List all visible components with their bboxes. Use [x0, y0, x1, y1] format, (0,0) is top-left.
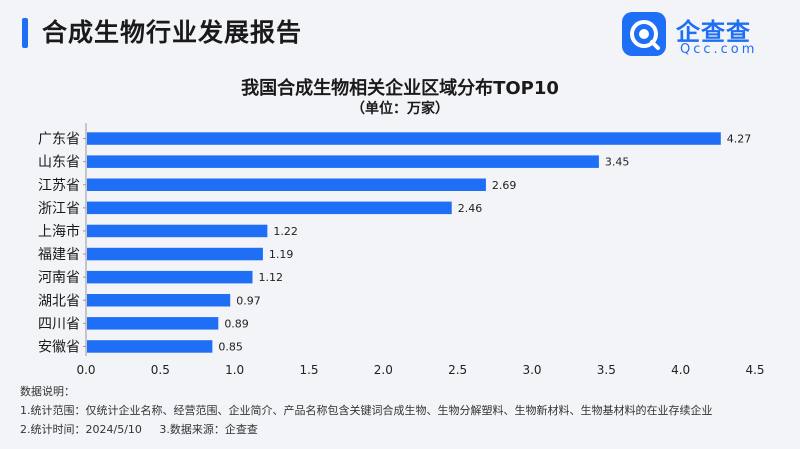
page-title: 合成生物行业发展报告	[42, 18, 303, 47]
x-tick-label: 4.0	[671, 363, 690, 377]
bar	[87, 340, 213, 353]
bar	[87, 247, 263, 261]
bar	[87, 270, 253, 284]
bar	[87, 294, 231, 307]
x-tick-label: 3.0	[522, 363, 541, 377]
value-label: 1.22	[273, 225, 298, 238]
value-label: 0.89	[224, 317, 249, 330]
notes-scope: 1.统计范围：仅统计企业名称、经营范围、企业简介、产品名称包含关键词合成生物、生…	[20, 404, 713, 417]
logo: 企查查 Qcc.com	[620, 10, 790, 65]
x-tick-label: 0.0	[76, 363, 95, 377]
qcc-logo-icon	[622, 12, 666, 56]
x-tick-label: 1.0	[225, 363, 244, 377]
logo-domain: Qcc.com	[680, 42, 758, 57]
bar	[87, 178, 486, 191]
category-label: 江苏省	[38, 178, 80, 194]
category-label: 上海市	[38, 223, 80, 240]
chart-title: 我国合成生物相关企业区域分布TOP10	[241, 78, 559, 99]
x-tick-label: 2.5	[448, 363, 467, 377]
x-tick-label: 1.5	[299, 363, 318, 377]
category-label: 福建省	[38, 247, 80, 263]
bar	[87, 155, 599, 168]
bar	[87, 201, 452, 215]
value-label: 4.27	[727, 133, 752, 146]
category-label: 四川省	[38, 316, 80, 332]
logo-name: 企查查	[676, 18, 751, 46]
value-label: 3.45	[605, 156, 630, 169]
value-label: 2.69	[492, 179, 517, 192]
value-label: 1.12	[259, 271, 284, 284]
value-label: 0.97	[236, 294, 261, 307]
category-label: 河南省	[38, 270, 80, 286]
notes-row-2: 2.统计时间：2024/5/10 3.数据来源：企查查	[20, 420, 713, 439]
bar	[87, 224, 268, 238]
value-label: 1.19	[269, 248, 294, 261]
x-tick-label: 3.5	[597, 363, 616, 377]
data-notes: 数据说明： 1.统计范围：仅统计企业名称、经营范围、企业简介、产品名称包含关键词…	[20, 382, 713, 439]
notes-source: 3.数据来源：企查查	[159, 423, 258, 436]
notes-heading: 数据说明：	[20, 385, 75, 398]
category-label: 浙江省	[38, 201, 80, 217]
category-label: 湖北省	[38, 293, 80, 309]
header-accent-bar	[22, 18, 28, 48]
bar	[87, 132, 721, 145]
category-label: 山东省	[38, 155, 80, 171]
notes-time: 2.统计时间：2024/5/10	[20, 423, 142, 436]
value-label: 0.85	[218, 340, 243, 353]
x-tick-label: 4.5	[745, 363, 764, 377]
value-label: 2.46	[458, 202, 483, 215]
chart-subtitle: （单位：万家）	[351, 101, 449, 117]
bar	[87, 317, 219, 330]
x-tick-label: 0.5	[151, 363, 170, 377]
category-label: 广东省	[38, 132, 80, 148]
x-tick-label: 2.0	[374, 363, 393, 377]
category-label: 安徽省	[38, 339, 80, 355]
